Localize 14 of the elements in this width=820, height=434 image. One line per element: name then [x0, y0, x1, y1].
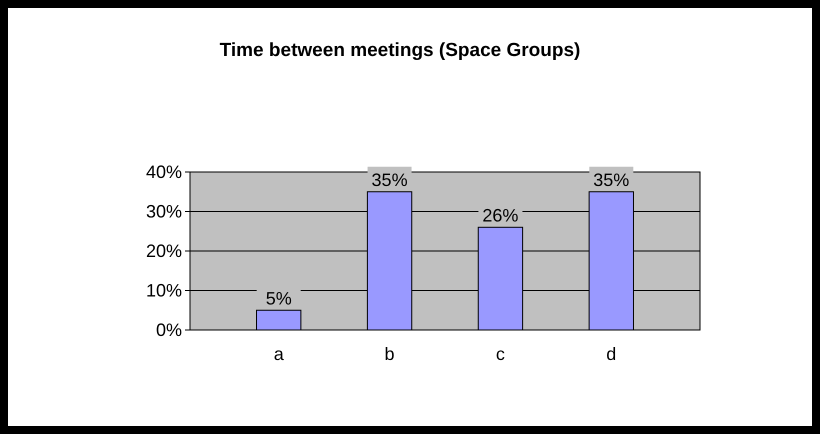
x-tick-label: d: [606, 344, 616, 364]
x-tick-label: c: [496, 344, 505, 364]
x-tick-label: b: [384, 344, 395, 364]
data-label: 35%: [372, 170, 408, 190]
y-tick-label: 10%: [146, 280, 182, 300]
y-tick-label: 0%: [156, 320, 182, 340]
y-tick-label: 20%: [146, 241, 182, 261]
data-label: 5%: [266, 288, 292, 308]
data-label: 35%: [593, 170, 630, 190]
chart-title: Time between meetings (Space Groups): [220, 40, 580, 61]
y-tick-label: 40%: [146, 162, 182, 182]
data-label: 26%: [482, 205, 518, 226]
y-tick-label: 30%: [146, 202, 182, 222]
x-tick-label: a: [274, 344, 285, 364]
